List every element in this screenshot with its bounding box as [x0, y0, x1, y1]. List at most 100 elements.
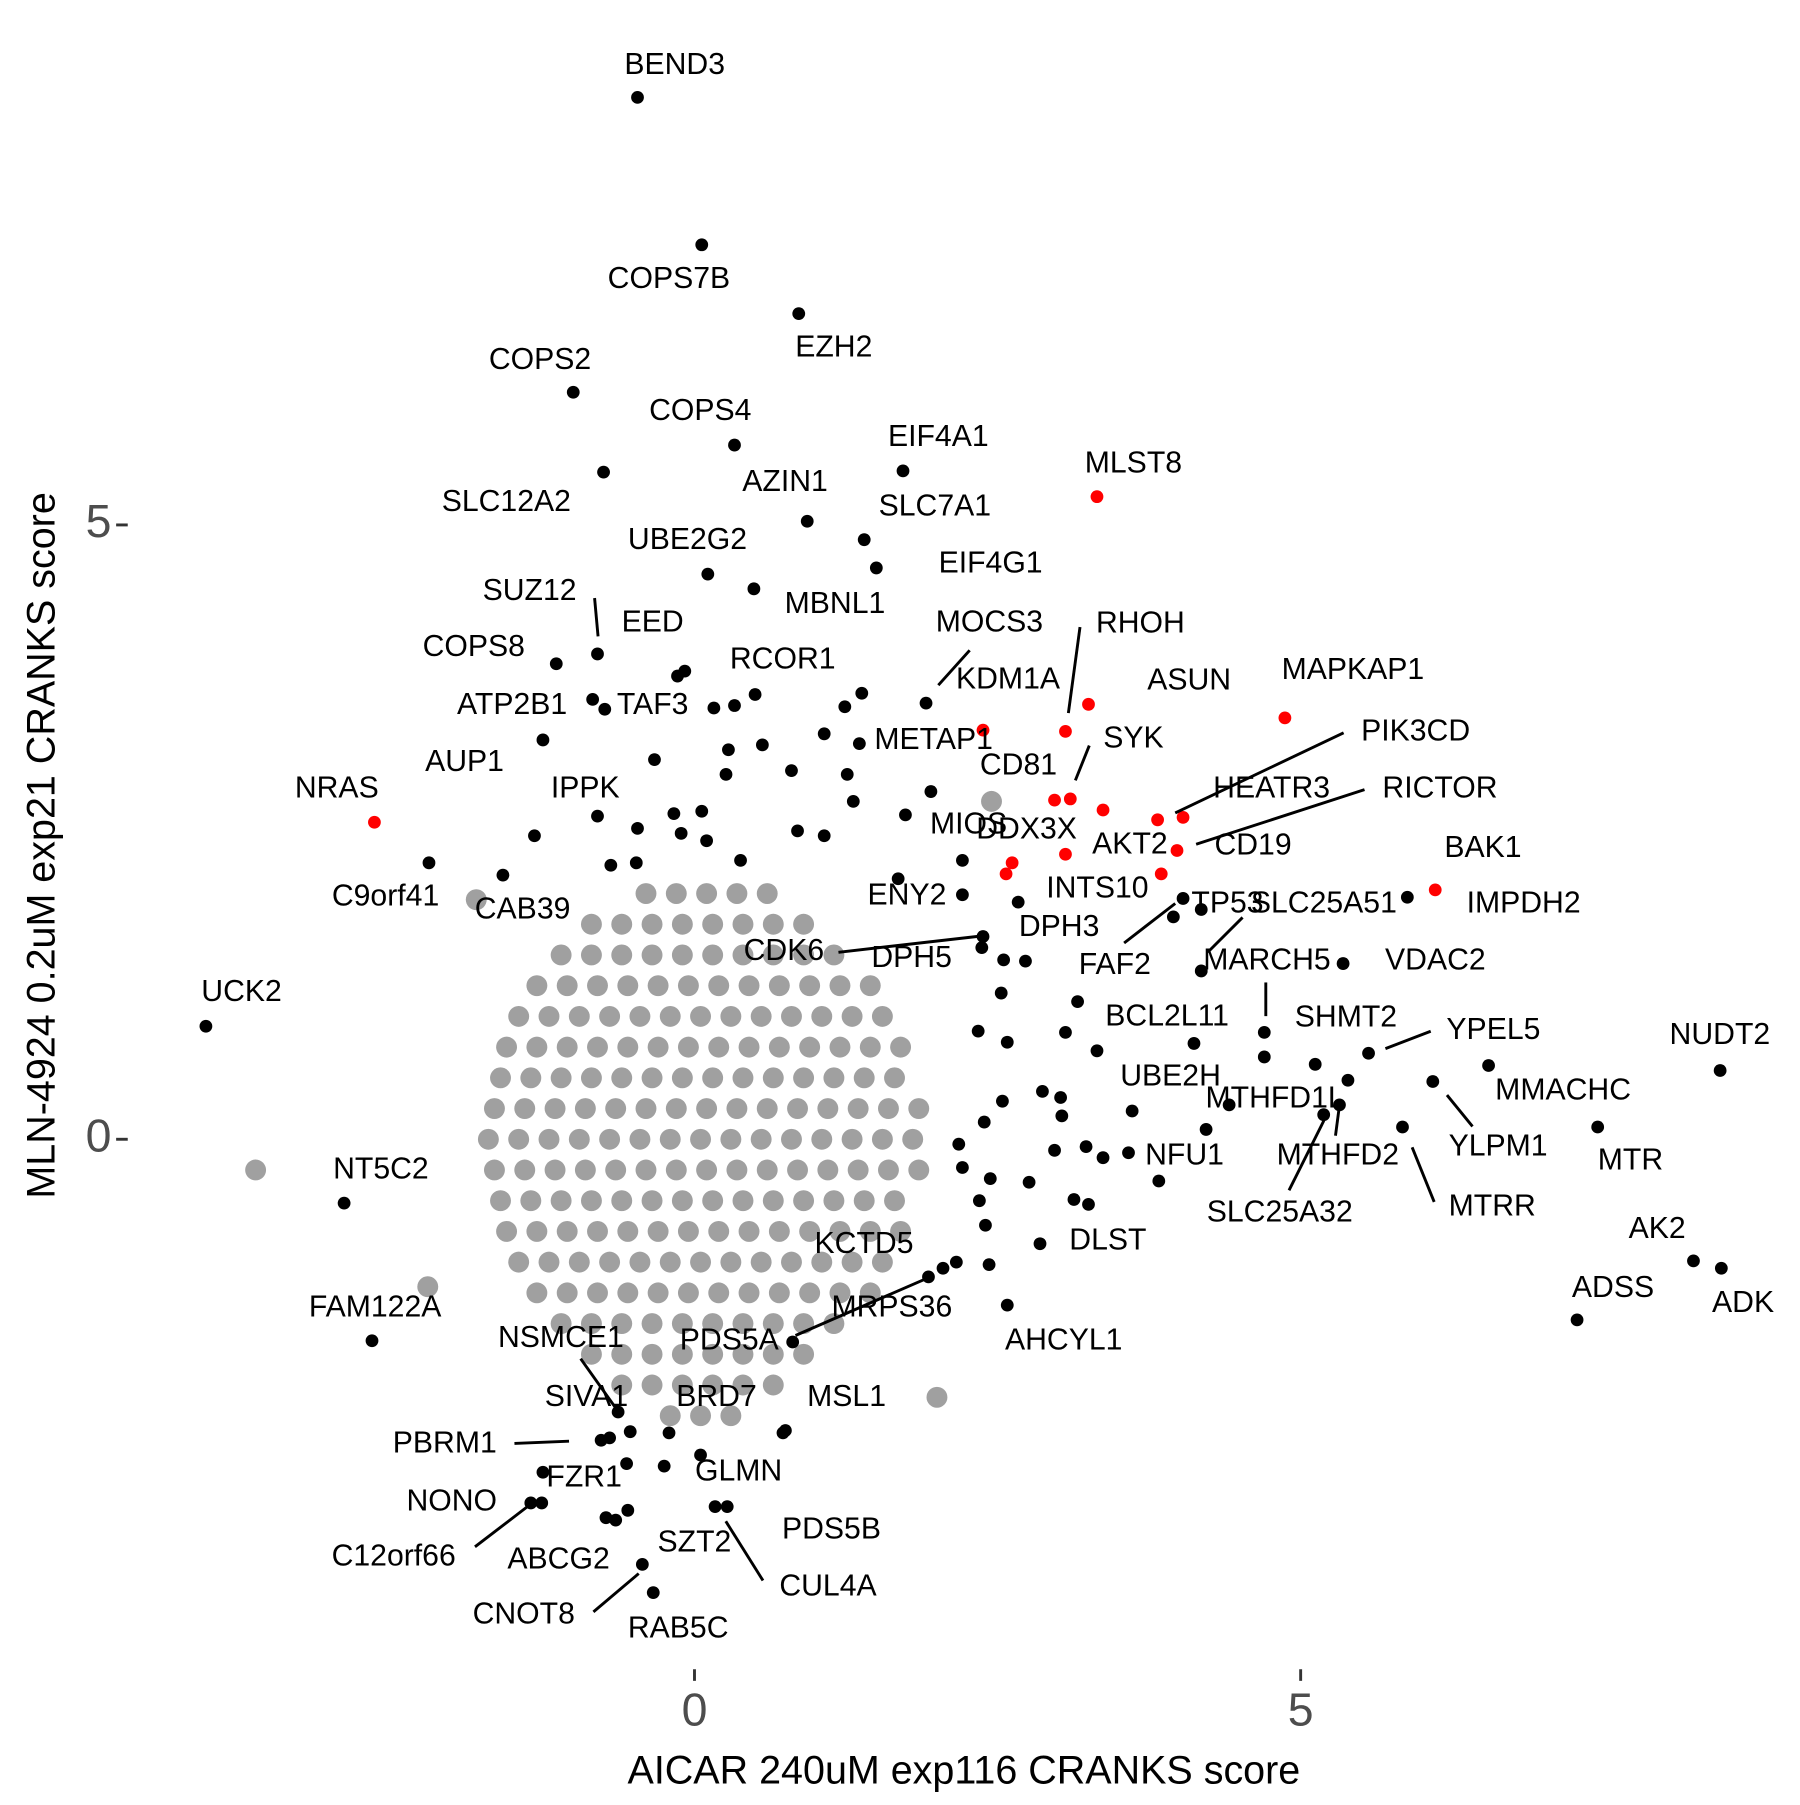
data-point — [732, 913, 754, 935]
point-label: IMPDH2 — [1467, 887, 1581, 920]
x-tick-label: 0 — [682, 1684, 708, 1736]
data-point — [671, 1343, 693, 1365]
data-point — [568, 1005, 590, 1027]
point-label: CD19 — [1214, 829, 1291, 862]
data-point — [908, 1159, 930, 1181]
data-point — [605, 1159, 627, 1181]
data-point — [690, 1405, 711, 1427]
data-point — [526, 1282, 548, 1304]
x-tick-label: 5 — [1288, 1684, 1314, 1736]
data-point — [847, 1159, 869, 1181]
data-point — [609, 1513, 623, 1527]
data-point — [859, 1282, 881, 1304]
data-point — [629, 1251, 651, 1273]
data-point — [762, 1067, 784, 1089]
data-point — [648, 753, 661, 766]
data-point — [720, 1500, 734, 1514]
point-label: MOCS3 — [936, 606, 1043, 639]
data-point — [611, 944, 633, 966]
data-point — [641, 913, 663, 935]
data-point — [869, 561, 883, 575]
point-label: DDX3X — [976, 812, 1077, 845]
data-point — [996, 1094, 1009, 1108]
data-point — [787, 1159, 808, 1181]
data-point — [853, 1190, 875, 1212]
data-point — [952, 1137, 966, 1151]
data-point — [199, 1019, 213, 1033]
point-label: DPH5 — [871, 941, 952, 974]
point-label: METAP1 — [874, 723, 993, 756]
data-point — [550, 1190, 572, 1212]
data-point — [956, 888, 969, 902]
data-point — [779, 1424, 792, 1437]
data-point — [1082, 1197, 1095, 1211]
data-point — [568, 1251, 590, 1273]
data-point — [791, 824, 804, 838]
data-point — [702, 1343, 724, 1365]
data-point — [659, 1128, 681, 1150]
data-point — [708, 975, 730, 997]
point-label: EZH2 — [795, 330, 872, 363]
data-point — [871, 1251, 893, 1273]
data-point — [598, 702, 612, 716]
point-label: C12orf66 — [332, 1539, 456, 1572]
data-point — [871, 1005, 893, 1027]
data-point — [550, 944, 572, 966]
data-point — [617, 975, 639, 997]
data-point — [1482, 1059, 1495, 1072]
point-label: ASUN — [1147, 664, 1231, 697]
data-point — [646, 1586, 660, 1600]
data-point — [841, 1128, 863, 1150]
data-point — [1194, 903, 1208, 916]
point-label: PBRM1 — [393, 1427, 497, 1460]
data-point — [997, 953, 1011, 967]
point-label: UBE2G2 — [628, 523, 747, 556]
data-point — [762, 1313, 784, 1335]
data-point — [786, 1335, 800, 1349]
data-point — [811, 1251, 833, 1273]
data-point — [665, 1159, 687, 1181]
data-point — [580, 944, 602, 966]
data-point — [671, 913, 693, 935]
data-point — [1019, 954, 1032, 968]
point-label: AZIN1 — [742, 465, 828, 498]
leader-line — [1445, 1094, 1474, 1128]
data-point — [702, 1374, 724, 1396]
data-point — [1176, 810, 1190, 824]
point-label: BCL2L11 — [1105, 999, 1229, 1032]
data-point — [702, 913, 724, 935]
data-point — [629, 1128, 651, 1150]
data-point — [936, 1261, 950, 1275]
data-point — [496, 868, 510, 882]
data-point — [750, 1005, 772, 1027]
data-point — [556, 1220, 578, 1242]
data-point — [657, 1459, 671, 1473]
data-point — [853, 1067, 875, 1089]
data-point — [975, 941, 989, 954]
point-label: CDK6 — [744, 934, 825, 967]
data-point — [1257, 1025, 1271, 1039]
data-point — [756, 1098, 778, 1119]
data-point — [908, 1098, 930, 1119]
point-label: AUP1 — [425, 745, 504, 778]
data-point — [611, 913, 633, 935]
data-point — [800, 514, 814, 528]
data-point — [841, 1251, 863, 1273]
point-label: UBE2H — [1120, 1060, 1221, 1093]
data-point — [538, 1128, 560, 1150]
data-point — [1011, 895, 1025, 909]
data-point — [526, 1036, 548, 1058]
data-point — [1059, 1025, 1072, 1039]
point-label: HEATR3 — [1213, 772, 1330, 805]
leader-line — [474, 1503, 531, 1548]
data-point — [1063, 792, 1077, 806]
data-point — [465, 889, 487, 911]
point-label: ADK — [1712, 1286, 1774, 1319]
data-point — [1005, 856, 1019, 870]
data-point — [971, 1024, 985, 1038]
data-point — [490, 1190, 511, 1212]
y-axis-title: MLN-4924 0.2uM exp21 CRANKS score — [20, 492, 64, 1198]
data-point — [1059, 724, 1072, 738]
data-point — [976, 723, 990, 737]
data-point — [659, 1251, 681, 1273]
